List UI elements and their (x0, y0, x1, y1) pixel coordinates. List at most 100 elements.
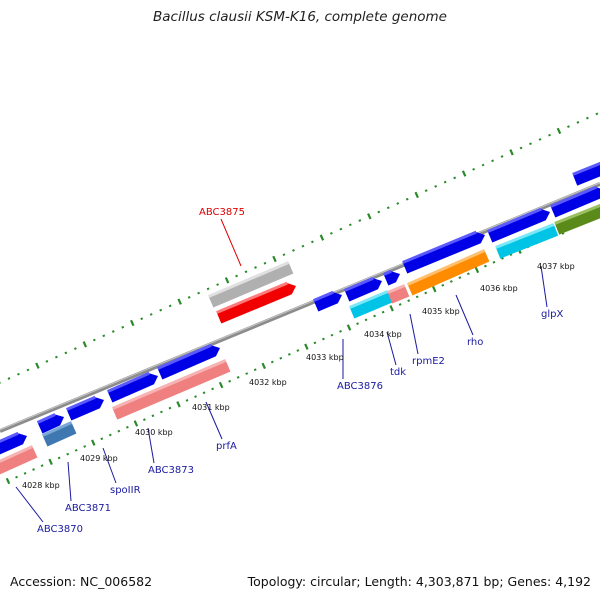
inner-tick (32, 468, 35, 471)
outer-tick (54, 355, 58, 359)
outer-tick (556, 127, 562, 135)
inner-tick (279, 356, 283, 360)
kbp-label: 4036 kbp (480, 284, 518, 293)
gene-arrow-inner-bevel (0, 445, 34, 463)
outer-tick (140, 317, 144, 321)
inner-tick (202, 391, 206, 395)
gene-arrow-inner[interactable] (112, 360, 231, 420)
inner-tick (236, 376, 240, 379)
gene-arrow-inner-bevel (41, 421, 73, 437)
gene-label[interactable]: rpmE2 (412, 356, 445, 367)
outer-tick (453, 176, 457, 180)
gene-arrow-outer[interactable] (550, 187, 600, 218)
gene-arrow-outer[interactable] (37, 414, 64, 434)
outer-tick (348, 223, 352, 227)
inner-tick (432, 285, 437, 293)
inner-tick (346, 324, 352, 331)
inner-tick (185, 399, 189, 402)
outer-tick (26, 368, 30, 372)
gene-arrow-grey[interactable] (208, 262, 294, 308)
gene-label[interactable]: ABC3871 (65, 503, 111, 514)
genome-backbone (0, 182, 600, 433)
inner-tick (151, 414, 155, 418)
inner-tick (270, 360, 274, 364)
gene-arrow-outer[interactable] (402, 232, 485, 274)
outer-tick (585, 116, 589, 120)
backbone-highlight (0, 182, 600, 431)
map-title: Bacillus clausii KSM-K16, complete genom… (153, 9, 447, 25)
gene-arrow-outer[interactable] (107, 373, 158, 403)
gene-arrow-outer[interactable] (66, 397, 104, 421)
outer-tick (187, 296, 191, 299)
gene-labels: ABC3870 ABC3871 spoIIR ABC3873 prfA ABC3875 AB… (37, 207, 563, 535)
gene-arrow-inner[interactable] (495, 224, 559, 259)
gene-leader-line (102, 447, 117, 484)
gene-label[interactable]: ABC3873 (148, 465, 194, 476)
inner-tick (304, 343, 309, 350)
outer-tick (491, 159, 494, 163)
gene-arrow-inner[interactable] (42, 422, 77, 447)
gene-arrow-outer[interactable] (383, 271, 400, 286)
gene-label[interactable]: glpX (541, 309, 563, 320)
gene-arrow-outer[interactable] (313, 292, 342, 312)
gene-label[interactable]: tdk (390, 367, 406, 378)
label-leader-lines (15, 218, 548, 523)
gene-arrow-inner[interactable] (407, 250, 490, 296)
gene-leader-line (67, 461, 72, 502)
outer-tick (254, 266, 257, 269)
inner-tick (398, 303, 402, 306)
gene-arrow-inner[interactable] (554, 204, 600, 235)
gene-arrow-outer-bevel (313, 290, 334, 302)
gene-leader-line (220, 218, 242, 267)
inner-tick (57, 456, 61, 460)
gene-arrow-inner[interactable] (349, 291, 393, 319)
accession-text: Accession: NC_006582 (10, 574, 153, 589)
gene-arrow-outer-bevel (36, 413, 56, 424)
inner-tick (160, 410, 163, 414)
inner-tick (492, 260, 496, 264)
gene-label[interactable]: ABC3870 (37, 524, 83, 535)
gene-label[interactable]: rho (467, 337, 483, 348)
gene-label[interactable]: prfA (216, 441, 237, 452)
outer-tick (301, 244, 305, 248)
gene-arrow-red[interactable] (216, 283, 296, 324)
gene-leader-line (386, 331, 397, 366)
outer-tick (519, 146, 523, 150)
outer-tick (282, 253, 286, 257)
outer-tick (414, 191, 419, 199)
gene-leader-line (409, 313, 419, 355)
gene-arrow-outer-bevel (383, 269, 392, 276)
outer-tick (310, 240, 314, 244)
outer-tick-ring (0, 112, 599, 384)
kbp-scale-labels: 4028 kbp 4029 kbp 4030 kbp 4031 kbp 4032 kbp… (22, 262, 575, 490)
kbp-label: 4033 kbp (306, 353, 344, 362)
inner-tick (23, 471, 27, 475)
inner-tick (313, 341, 317, 345)
outer-tick (481, 163, 485, 167)
gene-label[interactable]: spoIIR (110, 485, 141, 496)
inner-tick (261, 362, 266, 370)
gene-label[interactable]: ABC3876 (337, 381, 383, 392)
outer-tick (168, 304, 172, 308)
gene-arrow-outer[interactable] (344, 278, 382, 302)
outer-tick (367, 213, 372, 220)
gene-arrow-outer[interactable] (487, 209, 550, 243)
outer-tick (159, 308, 163, 312)
gene-arrow-inner[interactable] (0, 446, 38, 476)
inner-tick (458, 276, 462, 279)
inner-tick (125, 425, 129, 429)
outer-tick (73, 347, 77, 350)
gene-arrow-red-bevel (216, 281, 288, 314)
gene-arrow-inner[interactable] (387, 285, 410, 304)
gene-arrow-grey-bevel (208, 261, 290, 298)
gene-arrow-outer[interactable] (572, 162, 600, 186)
inner-tick (296, 349, 300, 352)
outer-tick (272, 255, 277, 263)
gene-arrow-outer[interactable] (157, 345, 220, 380)
outer-tick (434, 185, 438, 188)
gene-label[interactable]: ABC3875 (199, 207, 245, 218)
gene-arrow-outer-bevel (572, 161, 600, 176)
outer-tick (567, 125, 570, 129)
outer-tick (538, 138, 542, 141)
